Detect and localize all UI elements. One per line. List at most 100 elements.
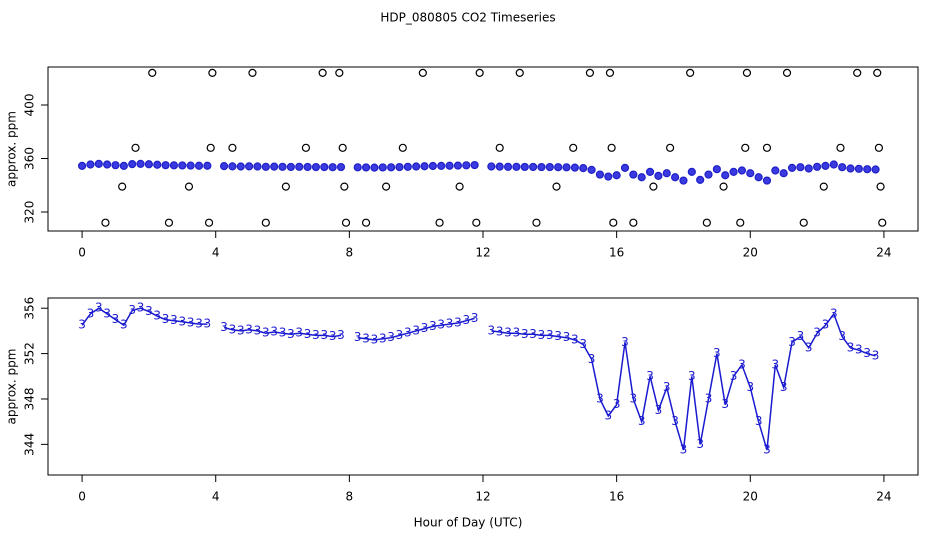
point-symbol: 3 bbox=[596, 391, 604, 405]
point bbox=[131, 143, 140, 152]
point bbox=[873, 68, 882, 77]
point-symbol: 3 bbox=[613, 397, 621, 411]
point-symbol: 3 bbox=[295, 326, 303, 340]
point bbox=[545, 162, 554, 172]
point-symbol: 3 bbox=[170, 313, 178, 327]
point bbox=[562, 163, 571, 172]
point bbox=[208, 68, 217, 77]
point bbox=[136, 159, 145, 168]
point-symbol: 3 bbox=[805, 340, 813, 354]
point-symbol: 3 bbox=[780, 380, 788, 394]
y-tick-label: 348 bbox=[23, 388, 37, 411]
point-symbol: 3 bbox=[304, 327, 312, 341]
point-symbol: 3 bbox=[538, 328, 546, 342]
point bbox=[119, 161, 128, 170]
point bbox=[203, 161, 212, 170]
point-symbol: 3 bbox=[429, 319, 437, 333]
point bbox=[686, 68, 695, 77]
point-symbol: 3 bbox=[204, 317, 212, 331]
point-symbol: 3 bbox=[521, 327, 529, 341]
point-symbol: 3 bbox=[822, 318, 830, 332]
point bbox=[118, 182, 127, 191]
x-tick-label: 4 bbox=[212, 490, 220, 504]
y-tick-label: 360 bbox=[23, 147, 37, 170]
point-symbol: 3 bbox=[863, 346, 871, 360]
point-symbol: 3 bbox=[855, 343, 863, 357]
point bbox=[228, 162, 237, 171]
point-symbol: 3 bbox=[112, 312, 120, 326]
point-symbol: 3 bbox=[730, 369, 738, 383]
point-symbol: 3 bbox=[688, 369, 696, 383]
point-symbol: 3 bbox=[195, 317, 203, 331]
point bbox=[295, 162, 304, 171]
point bbox=[495, 162, 504, 171]
point bbox=[552, 182, 561, 191]
point bbox=[754, 173, 763, 182]
point bbox=[318, 68, 327, 77]
x-tick-label: 16 bbox=[609, 490, 624, 504]
point-symbol: 3 bbox=[362, 331, 370, 345]
point bbox=[829, 160, 838, 169]
point bbox=[687, 167, 696, 176]
point bbox=[320, 162, 329, 172]
point-symbol: 3 bbox=[504, 326, 512, 340]
point-symbol: 3 bbox=[454, 315, 462, 329]
point-symbol: 3 bbox=[128, 303, 136, 317]
point bbox=[301, 143, 311, 152]
point bbox=[721, 171, 730, 180]
point-symbol: 3 bbox=[153, 309, 161, 323]
point-symbol: 3 bbox=[103, 306, 111, 320]
point-symbol: 3 bbox=[220, 320, 228, 334]
point bbox=[204, 218, 214, 227]
point-symbol: 3 bbox=[696, 437, 704, 451]
point-symbol: 3 bbox=[705, 391, 713, 405]
point-symbol: 3 bbox=[738, 357, 746, 371]
x-tick-label: 4 bbox=[212, 246, 220, 260]
point-symbol: 3 bbox=[412, 323, 420, 337]
point-symbol: 3 bbox=[320, 328, 328, 342]
point-symbol: 3 bbox=[763, 443, 771, 457]
point bbox=[679, 176, 688, 185]
point-symbol: 3 bbox=[813, 326, 821, 340]
point bbox=[605, 68, 615, 77]
point-symbol: 3 bbox=[721, 397, 729, 411]
point bbox=[261, 162, 270, 171]
point bbox=[353, 163, 362, 172]
point bbox=[579, 164, 588, 173]
point bbox=[515, 68, 524, 77]
point bbox=[729, 167, 738, 176]
point bbox=[435, 218, 444, 227]
point bbox=[665, 143, 675, 152]
point bbox=[702, 218, 711, 227]
point-symbol: 3 bbox=[788, 335, 796, 349]
point bbox=[819, 182, 828, 191]
point-symbol: 3 bbox=[571, 332, 579, 346]
point bbox=[607, 143, 616, 152]
x-tick-label: 8 bbox=[346, 246, 354, 260]
point bbox=[395, 162, 404, 172]
point bbox=[328, 163, 337, 172]
point-symbol: 3 bbox=[270, 325, 278, 339]
point bbox=[336, 162, 346, 172]
point-symbol: 3 bbox=[87, 306, 95, 320]
point bbox=[77, 161, 87, 170]
point bbox=[570, 163, 579, 172]
point-symbol: 3 bbox=[604, 409, 612, 423]
point bbox=[645, 167, 655, 176]
point bbox=[161, 161, 170, 170]
point-symbol: 3 bbox=[162, 312, 170, 326]
point bbox=[520, 162, 529, 172]
point bbox=[361, 163, 371, 172]
point bbox=[779, 169, 788, 178]
x-tick-label: 20 bbox=[743, 490, 758, 504]
point bbox=[662, 169, 671, 178]
point-symbol: 3 bbox=[797, 329, 805, 343]
point bbox=[796, 163, 805, 172]
point bbox=[654, 171, 663, 180]
point bbox=[503, 162, 513, 171]
point-symbol: 3 bbox=[529, 327, 537, 341]
y-tick-label: 320 bbox=[23, 201, 37, 224]
point bbox=[799, 218, 808, 227]
point-symbol: 3 bbox=[404, 326, 412, 340]
point-symbol: 3 bbox=[646, 369, 654, 383]
